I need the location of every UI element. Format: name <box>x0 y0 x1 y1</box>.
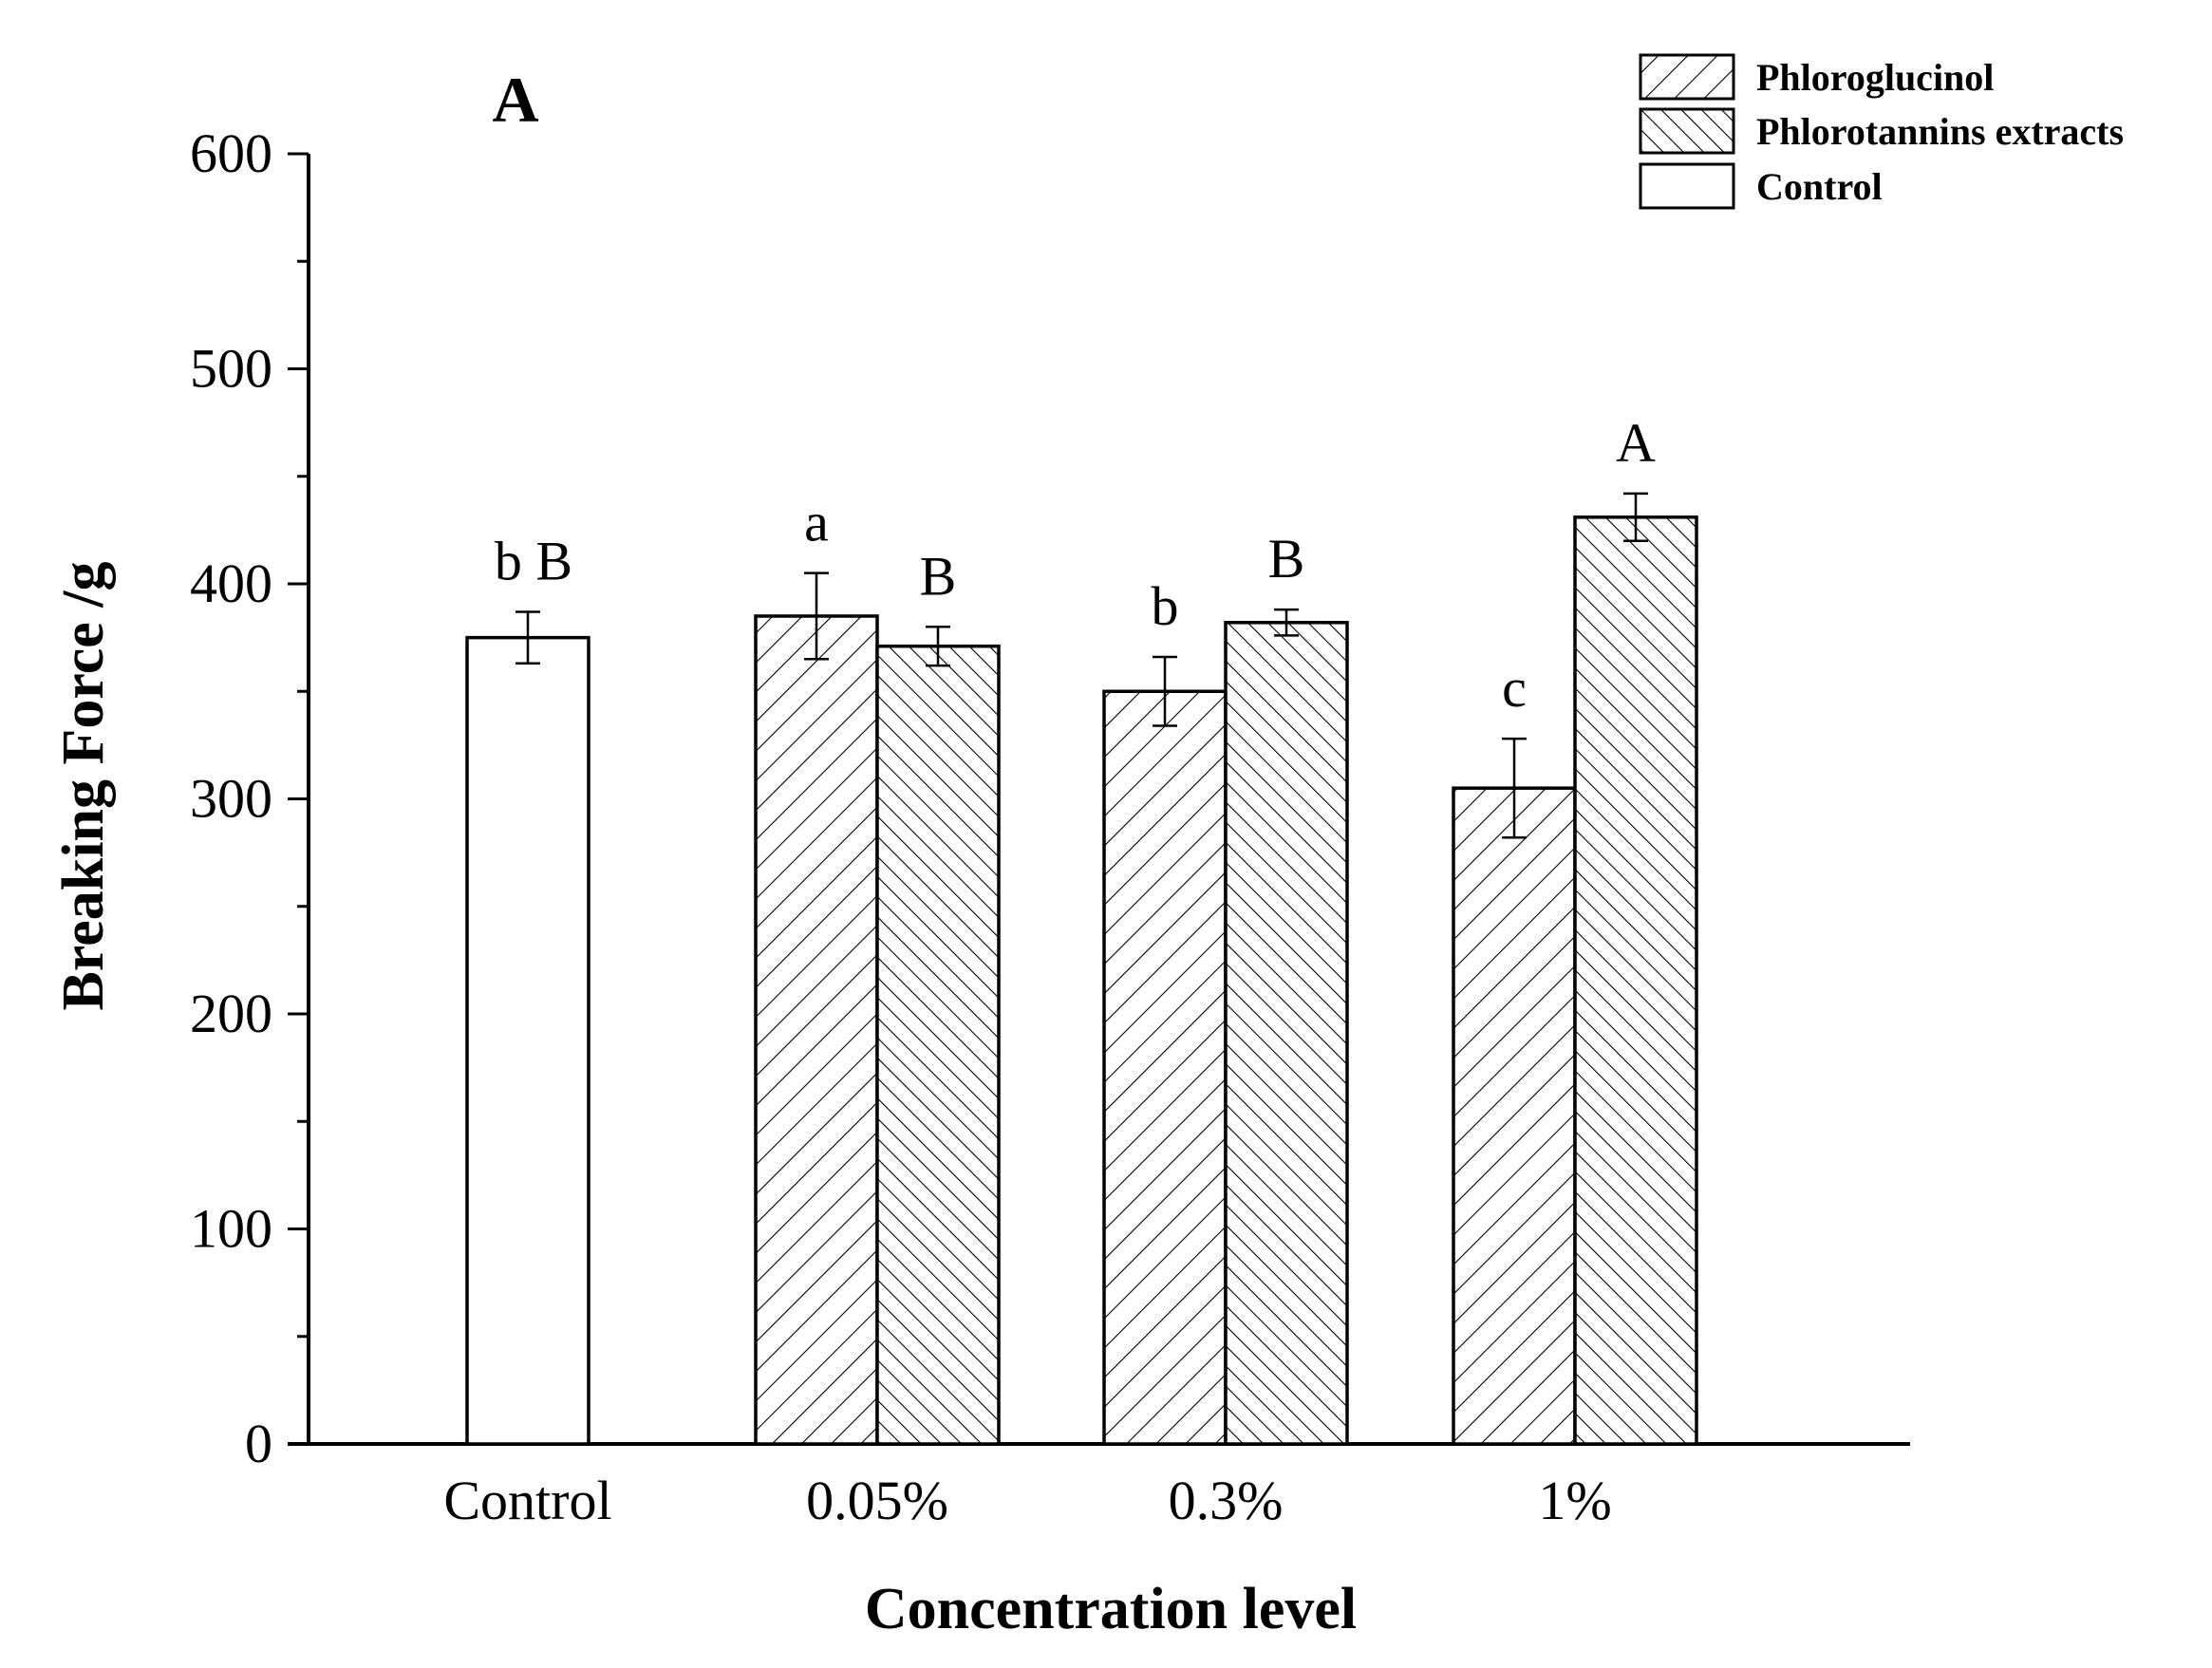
significance-label: a <box>804 492 829 553</box>
bar-control <box>465 635 590 1446</box>
y-axis-ticks: 0 100 200 300 400 500 600 <box>190 122 309 1474</box>
x-axis-title: Concentration level <box>865 1577 1357 1641</box>
panel-label: A <box>492 64 538 136</box>
significance-label: b B <box>495 530 572 591</box>
y-tick-label: 400 <box>190 553 272 614</box>
y-tick-label: 500 <box>190 338 272 400</box>
significance-label: c <box>1502 657 1527 719</box>
legend-label: Phlorotannins extracts <box>1756 110 2124 153</box>
x-tick-label: 1% <box>1538 1470 1611 1531</box>
y-tick-label: 100 <box>190 1198 272 1260</box>
legend-swatch <box>1639 53 1735 101</box>
error-bars-group <box>516 492 1648 839</box>
significance-label: b <box>1152 575 1179 637</box>
y-tick-label: 200 <box>190 983 272 1044</box>
legend-label: Phloroglucinol <box>1756 56 1994 99</box>
x-tick-label: Control <box>443 1470 611 1531</box>
bar-phloroglucinol <box>1452 786 1577 1446</box>
legend: Phloroglucinol Phlorotannins extracts Cont… <box>1639 53 2124 210</box>
significance-labels-group: a b c B B Ab B <box>495 412 1656 719</box>
legend-swatch <box>1639 107 1735 155</box>
y-axis-title: Breaking Force /g <box>51 562 116 1011</box>
y-tick-label: 0 <box>245 1413 272 1474</box>
bar-phloroglucinol <box>754 614 879 1446</box>
legend-swatch <box>1639 162 1735 210</box>
significance-label: A <box>1616 412 1656 474</box>
bar-phloroglucinol <box>1102 689 1228 1446</box>
y-tick-label: 300 <box>190 768 272 830</box>
y-tick-label: 600 <box>190 122 272 184</box>
x-tick-label: 0.05% <box>806 1470 948 1531</box>
x-tick-label: 0.3% <box>1169 1470 1284 1531</box>
bar-phlorotannins-extracts <box>875 644 1001 1446</box>
significance-label: B <box>1268 528 1305 590</box>
bar-phlorotannins-extracts <box>1224 621 1349 1446</box>
significance-label: B <box>920 545 957 607</box>
bar-phlorotannins-extracts <box>1573 515 1698 1446</box>
legend-label: Control <box>1756 165 1883 208</box>
x-axis-tick-labels: Control 0.05% 0.3% 1% <box>443 1470 1611 1531</box>
bars-group <box>465 515 1698 1446</box>
